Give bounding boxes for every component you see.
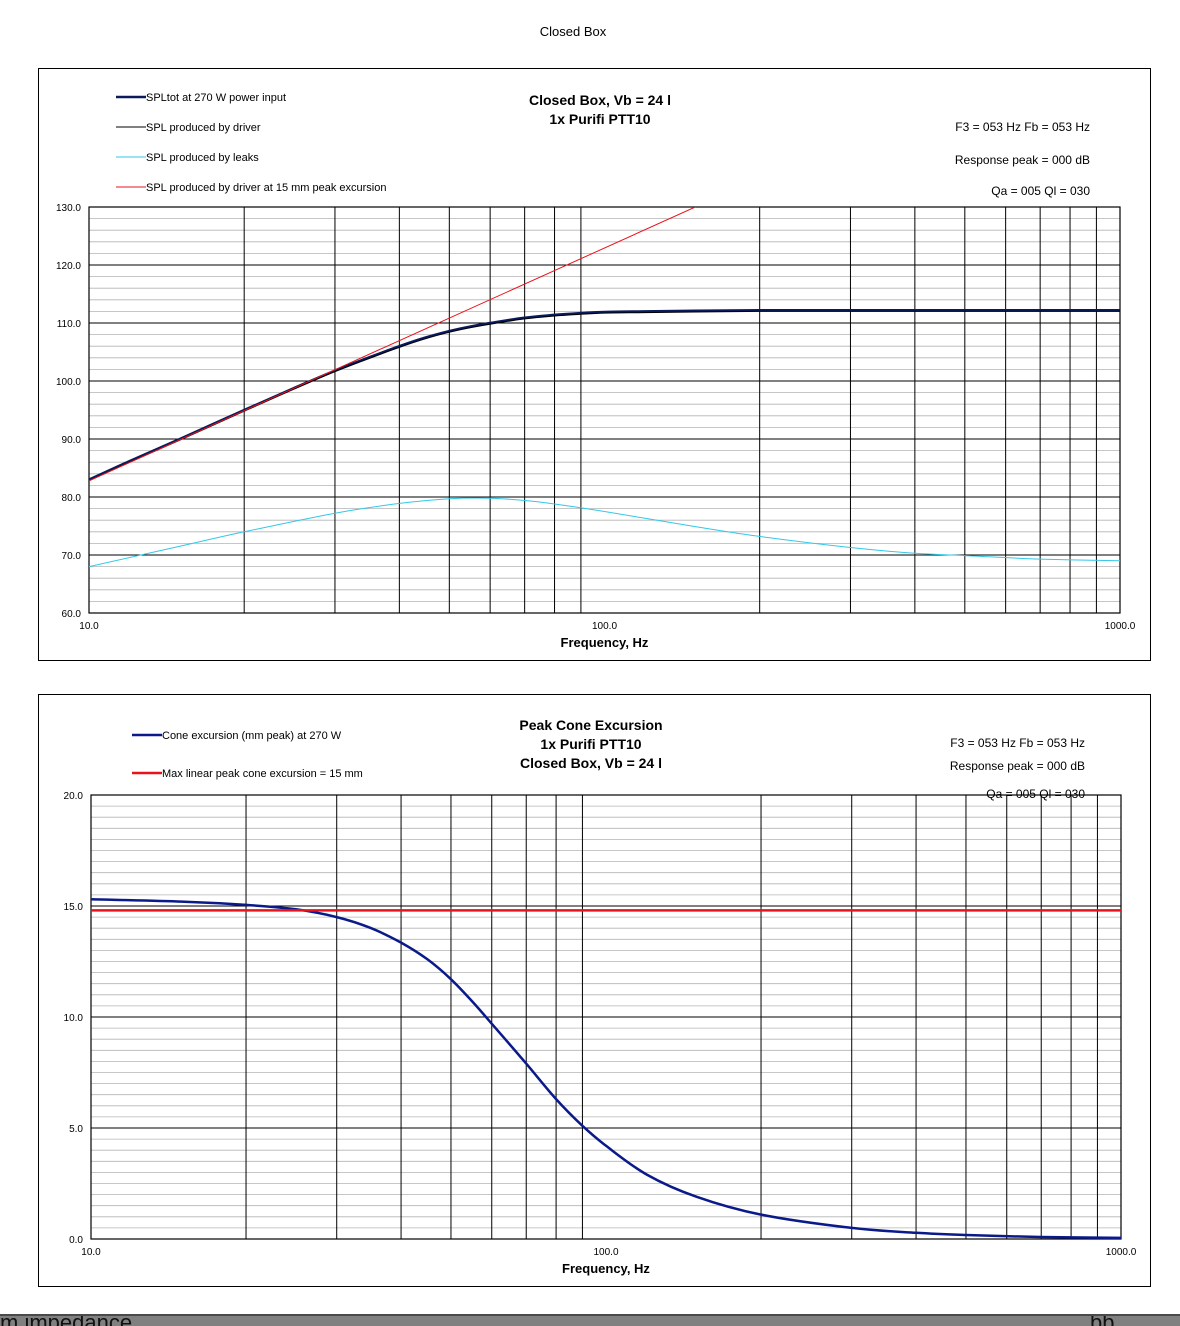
chart-annotation: F3 = 053 Hz Fb = 053 Hz: [955, 120, 1090, 134]
legend-label: SPL produced by leaks: [146, 152, 259, 164]
series-line: [89, 497, 1120, 568]
chart-annotation: Qa = 005 Ql = 030: [986, 787, 1085, 801]
y-tick-label: 120.0: [56, 261, 81, 272]
excursion-chart: 0.0 5.0 10.0 15.0 20.0 10.0 100.0 1000.0 Frequen…: [64, 717, 1137, 1276]
series-line: [89, 308, 1120, 481]
footer-partial-text: m impedance: [0, 1316, 132, 1326]
y-tick-label: 110.0: [57, 319, 82, 330]
chart-title: Peak Cone Excursion: [519, 717, 662, 733]
y-tick-label: 60.0: [62, 609, 82, 620]
next-page-strip: m impedance bb: [0, 1314, 1180, 1326]
series-line: [91, 898, 1121, 1239]
x-axis-label: Frequency, Hz: [562, 1261, 650, 1276]
x-tick-label: 100.0: [593, 1247, 618, 1258]
y-tick-label: 70.0: [62, 551, 82, 562]
x-tick-label: 1000.0: [1106, 1247, 1137, 1258]
legend-label: SPL produced by driver at 15 mm peak exc…: [146, 182, 387, 194]
series-line: [89, 207, 696, 482]
y-tick-label: 130.0: [56, 203, 81, 214]
y-tick-label: 10.0: [64, 1013, 84, 1024]
y-tick-label: 15.0: [64, 902, 84, 913]
x-tick-label: 10.0: [81, 1247, 101, 1258]
page-title: Closed Box: [539, 24, 607, 39]
chart-title: Closed Box, Vb = 24 l: [529, 92, 671, 108]
y-tick-label: 20.0: [64, 791, 84, 802]
x-tick-label: 1000.0: [1105, 621, 1136, 632]
y-tick-label: 80.0: [62, 493, 82, 504]
x-tick-label: 10.0: [79, 621, 99, 632]
plot-area-frame: [90, 794, 1122, 1240]
y-tick-label: 0.0: [69, 1235, 83, 1246]
chart-title: Closed Box, Vb = 24 l: [520, 755, 662, 771]
spl-chart-panel: 60.0 70.0 80.0 90.0 100.0 110.0 120.0 130.0 10.0…: [38, 68, 1151, 661]
x-axis-label: Frequency, Hz: [561, 635, 649, 650]
spl-chart: 60.0 70.0 80.0 90.0 100.0 110.0 120.0 130.0 10.0…: [56, 92, 1136, 650]
y-tick-label: 100.0: [56, 377, 81, 388]
chart-annotation: F3 = 053 Hz Fb = 053 Hz: [950, 736, 1085, 750]
series-line: [89, 310, 1120, 482]
footer-partial-text-right: bb: [1090, 1316, 1114, 1326]
legend-label: Max linear peak cone excursion = 15 mm: [162, 768, 363, 780]
x-tick-label: 100.0: [592, 621, 617, 632]
chart-title: 1x Purifi PTT10: [549, 111, 650, 127]
excursion-chart-panel: 0.0 5.0 10.0 15.0 20.0 10.0 100.0 1000.0 Frequen…: [38, 694, 1151, 1287]
plot-area-frame: [88, 206, 1121, 614]
legend-label: Cone excursion (mm peak) at 270 W: [162, 730, 342, 742]
legend-label: SPL produced by driver: [146, 122, 261, 134]
y-tick-label: 90.0: [62, 435, 82, 446]
chart-annotation: Qa = 005 Ql = 030: [991, 184, 1090, 198]
legend-label: SPLtot at 270 W power input: [146, 92, 286, 104]
chart-annotation: Response peak = 000 dB: [950, 759, 1085, 773]
y-tick-label: 5.0: [69, 1124, 83, 1135]
chart-annotation: Response peak = 000 dB: [955, 153, 1090, 167]
chart-title: 1x Purifi PTT10: [540, 736, 641, 752]
